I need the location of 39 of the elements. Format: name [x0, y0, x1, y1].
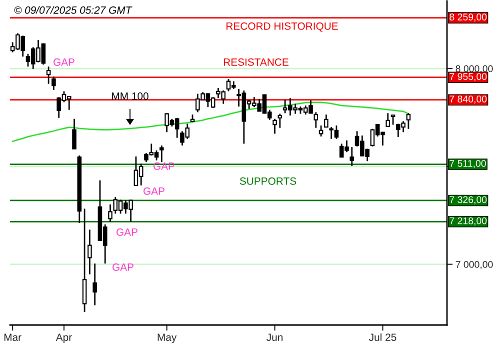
- annotation: SUPPORTS: [240, 177, 296, 185]
- candlestick: [314, 112, 318, 129]
- candlestick: [160, 144, 164, 163]
- x-tick-label: Apr: [56, 334, 72, 344]
- candlestick: [390, 114, 396, 126]
- candlestick: [72, 118, 76, 150]
- candlestick: [386, 112, 390, 128]
- ref-line-label: 7 955,00: [450, 73, 487, 82]
- annotation: RESISTANCE: [224, 58, 288, 66]
- annotation: GAP: [54, 58, 74, 66]
- candlestick: [272, 118, 277, 134]
- candlestick: [406, 112, 411, 130]
- ref-line-label: 7 218,00: [450, 217, 487, 226]
- x-tick-label: Jul 25: [369, 333, 396, 341]
- ref-line-label: 8 259,00: [450, 14, 487, 22]
- y-tick-label: 8 000,00: [456, 65, 493, 74]
- candlestick: [278, 113, 282, 129]
- candlestick: [52, 76, 56, 91]
- annotation: GAP: [112, 263, 134, 271]
- y-tick-label: 7 000,00: [456, 261, 493, 270]
- candlestick: [324, 114, 328, 128]
- annotation: RECORD HISTORIQUE: [226, 22, 338, 32]
- candlestick: [46, 66, 51, 85]
- ref-line-label: 7 511,00: [450, 160, 486, 168]
- candlestick: [92, 262, 97, 306]
- annotation: © 09/07/2025 05:27 GMT: [14, 6, 132, 14]
- annotation: MM 100: [112, 92, 148, 100]
- ref-line-label: 7 840,00: [450, 96, 487, 104]
- candlestick: [108, 204, 112, 223]
- x-tick-label: Mar: [4, 334, 22, 341]
- annotation: GAP: [144, 187, 164, 195]
- candlestick: [318, 124, 324, 138]
- x-tick-label: Jun: [266, 334, 282, 341]
- candlestick: [350, 146, 354, 167]
- annotation: GAP: [116, 228, 138, 236]
- x-tick-label: May: [158, 334, 177, 344]
- line-series: [12, 102, 410, 142]
- candlestick: [88, 228, 92, 275]
- ref-line-label: 7 326,00: [450, 196, 487, 204]
